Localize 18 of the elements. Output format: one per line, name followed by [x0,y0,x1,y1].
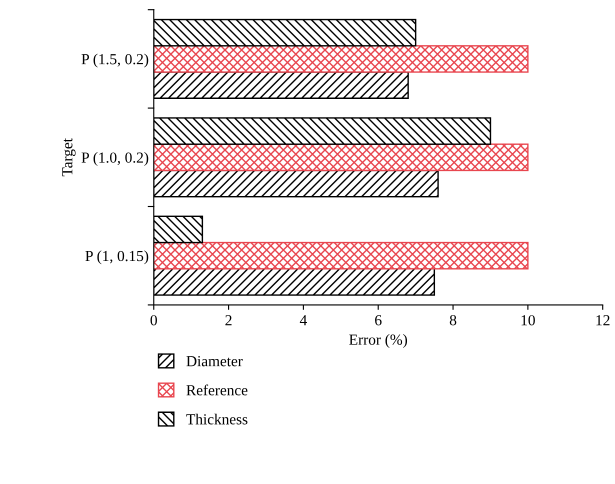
x-tick-label: 10 [522,315,535,326]
x-tick-label: 0 [150,315,157,326]
x-tick-label: 6 [375,315,382,326]
legend-label: Thickness [186,414,248,424]
x-tick-label: 8 [450,315,456,326]
y-tick-label: P (1.5, 0.2) [82,54,148,68]
x-axis-title: Error (%) [349,334,408,348]
legend-label: Reference [186,384,248,396]
bar [154,242,529,270]
bar [154,45,529,73]
x-tick-label: 12 [596,315,610,326]
bar [154,143,529,172]
y-axis-title: Target [62,138,76,176]
x-tick-label: 4 [300,315,307,326]
x-tick-label: 2 [225,315,232,326]
y-tick-label: P (1, 0.15) [85,250,148,264]
legend-label: Diameter [186,356,243,366]
y-tick-label: P (1.0, 0.2) [82,152,148,166]
